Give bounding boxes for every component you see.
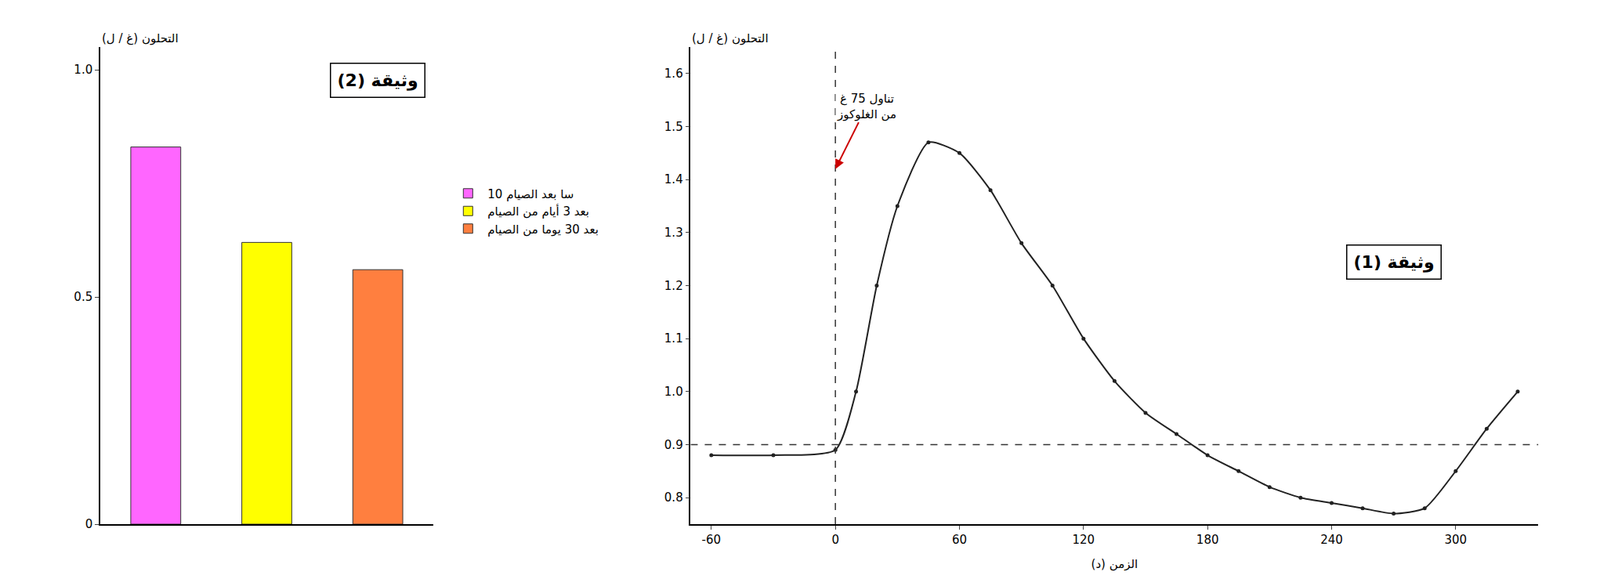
svg-text:240: 240 <box>1320 532 1343 547</box>
svg-text:التحلون (غ / ل): التحلون (غ / ل) <box>101 31 179 46</box>
svg-text:وثيقة (2): وثيقة (2) <box>337 70 419 91</box>
svg-text:180: 180 <box>1196 532 1220 547</box>
svg-text:التحلون (غ / ل): التحلون (غ / ل) <box>691 31 769 46</box>
svg-text:0.5: 0.5 <box>73 289 93 305</box>
svg-text:1.2: 1.2 <box>664 278 684 294</box>
svg-text:1.6: 1.6 <box>664 66 684 81</box>
svg-text:0.9: 0.9 <box>664 438 684 453</box>
svg-text:60: 60 <box>952 532 967 547</box>
svg-text:1.3: 1.3 <box>664 225 684 240</box>
svg-text:-60: -60 <box>702 532 722 547</box>
svg-text:0.8: 0.8 <box>664 490 684 505</box>
svg-text:1.1: 1.1 <box>664 331 684 346</box>
svg-text:1.4: 1.4 <box>664 172 684 187</box>
svg-text:120: 120 <box>1071 532 1095 547</box>
svg-text:وثيقة (1): وثيقة (1) <box>1353 252 1435 273</box>
svg-text:10 سا بعد الصيام: 10 سا بعد الصيام <box>487 187 574 202</box>
svg-text:300: 300 <box>1444 532 1467 547</box>
svg-text:بعد 3 أيام من الصيام: بعد 3 أيام من الصيام <box>487 203 590 219</box>
svg-text:1.0: 1.0 <box>664 384 684 399</box>
svg-text:تناول 75 غمن الغلوكوز: تناول 75 غمن الغلوكوز <box>836 91 897 122</box>
svg-text:الزمن (د): الزمن (د) <box>1091 557 1139 572</box>
svg-text:0: 0 <box>85 517 94 532</box>
svg-text:1.0: 1.0 <box>73 62 93 77</box>
svg-text:بعد 30 يوما من الصيام: بعد 30 يوما من الصيام <box>487 222 599 237</box>
svg-text:1.5: 1.5 <box>664 119 684 134</box>
svg-text:0: 0 <box>831 532 840 547</box>
